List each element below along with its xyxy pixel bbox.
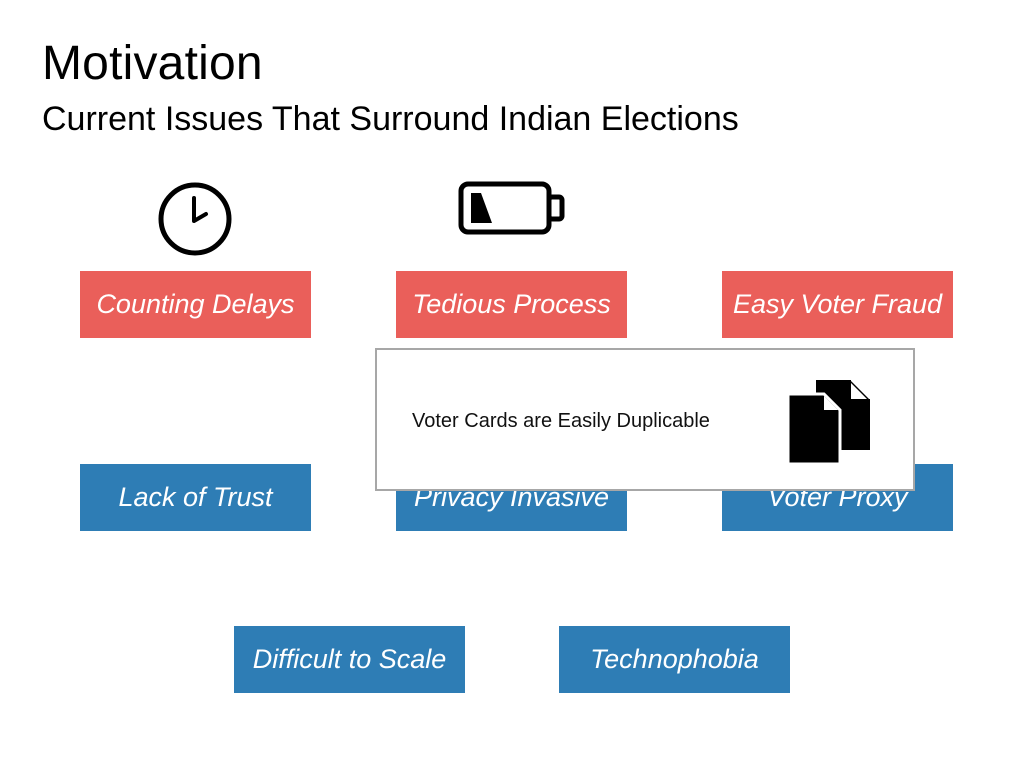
- issue-easy-voter-fraud: Easy Voter Fraud: [722, 271, 953, 338]
- issue-difficult-to-scale: Difficult to Scale: [234, 626, 465, 693]
- callout-text: Voter Cards are Easily Duplicable: [412, 410, 710, 432]
- clock-icon: [158, 182, 232, 256]
- slide-subtitle: Current Issues That Surround Indian Elec…: [42, 100, 739, 138]
- callout-box: Voter Cards are Easily Duplicable: [375, 348, 915, 491]
- issue-tedious-process: Tedious Process: [396, 271, 627, 338]
- issue-technophobia: Technophobia: [559, 626, 790, 693]
- issue-lack-of-trust: Lack of Trust: [80, 464, 311, 531]
- slide-title: Motivation: [42, 37, 263, 90]
- documents-copy-icon: [786, 380, 870, 466]
- battery-low-icon: [458, 181, 565, 235]
- issue-counting-delays: Counting Delays: [80, 271, 311, 338]
